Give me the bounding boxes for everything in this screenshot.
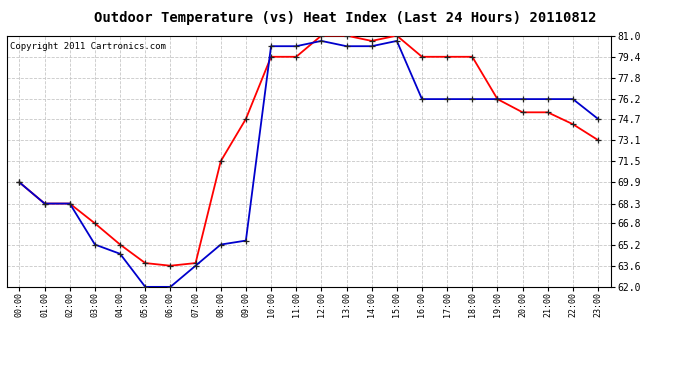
Text: Copyright 2011 Cartronics.com: Copyright 2011 Cartronics.com [10, 42, 166, 51]
Text: Outdoor Temperature (vs) Heat Index (Last 24 Hours) 20110812: Outdoor Temperature (vs) Heat Index (Las… [94, 11, 596, 25]
